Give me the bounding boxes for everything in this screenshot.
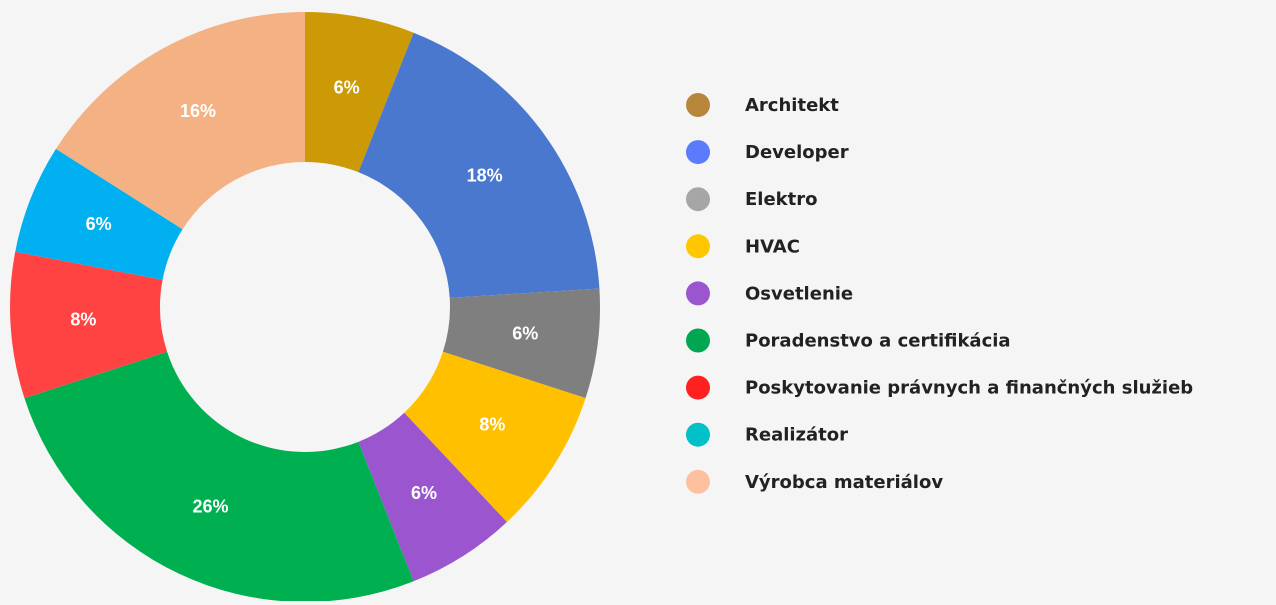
donut-slice (358, 32, 600, 298)
legend-swatch (686, 140, 710, 165)
legend-label: Poskytovanie právnych a finančných služi… (745, 378, 1193, 399)
legend-swatch (686, 328, 710, 353)
data-label: 8% (70, 310, 96, 330)
donut-slice (442, 288, 600, 399)
data-label: 16% (180, 101, 216, 121)
legend-label: Architekt (745, 95, 839, 116)
donut-slice (404, 351, 586, 523)
legend-label: Realizátor (745, 425, 848, 446)
data-label: 18% (467, 165, 503, 185)
data-label: 6% (411, 483, 437, 503)
legend-swatch (686, 422, 710, 447)
data-label: 6% (334, 78, 360, 98)
donut-slice (55, 12, 305, 230)
legend-swatch (686, 281, 710, 306)
donut-slice (358, 412, 507, 582)
data-label: 26% (192, 497, 228, 517)
legend-swatch (686, 375, 710, 400)
donut-slice (305, 12, 414, 173)
legend-label: Výrobca materiálov (745, 472, 943, 493)
legend-label: Elektro (745, 189, 818, 210)
data-label: 6% (86, 214, 112, 234)
data-label: 6% (512, 324, 538, 344)
data-label: 8% (479, 415, 505, 435)
donut-slice (24, 351, 414, 602)
legend-label: HVAC (745, 236, 800, 257)
donut-slice (15, 148, 183, 280)
legend-label: Developer (745, 142, 849, 163)
donut-slice (9, 251, 168, 399)
legend-swatch (686, 187, 710, 212)
legend-label: Poradenstvo a certifikácia (745, 331, 1011, 352)
legend-swatch (686, 93, 710, 117)
legend-swatch (686, 469, 710, 494)
legend-label: Osvetlenie (745, 283, 853, 304)
legend-swatch (686, 234, 710, 259)
